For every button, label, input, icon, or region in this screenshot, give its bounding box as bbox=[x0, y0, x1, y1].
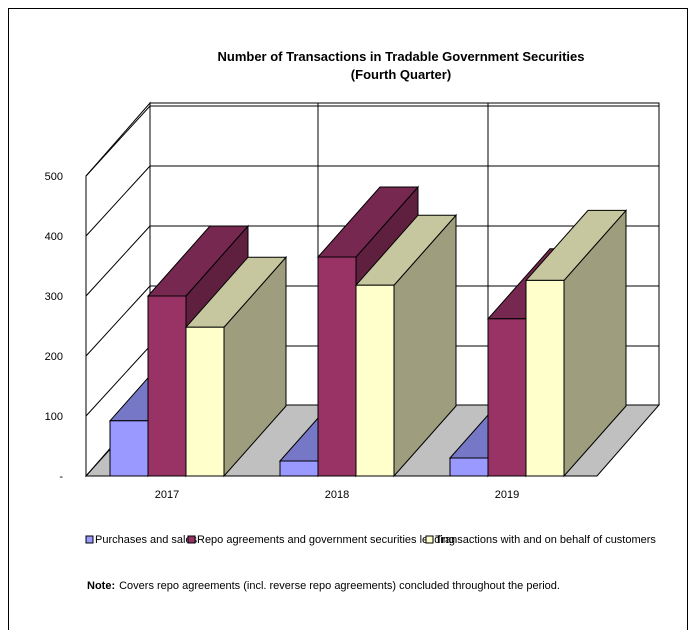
y-tick-label: 300 bbox=[45, 291, 63, 303]
legend-label: Repo agreements and government securitie… bbox=[197, 534, 455, 546]
chart-bars bbox=[108, 185, 628, 478]
bar-front bbox=[185, 326, 225, 477]
bar-front bbox=[487, 318, 527, 477]
bar-front bbox=[355, 284, 395, 477]
bar-front bbox=[147, 295, 187, 477]
y-tick-label: 500 bbox=[45, 171, 63, 183]
gridline-side bbox=[85, 105, 151, 177]
gridline-side bbox=[85, 345, 151, 417]
chart-frame bbox=[8, 8, 688, 630]
note-text: Covers repo agreements (incl. reverse re… bbox=[119, 580, 560, 592]
legend-item: Purchases and sales bbox=[85, 534, 198, 546]
bar-front bbox=[279, 460, 319, 477]
chart-axes bbox=[85, 176, 597, 477]
bar-3-2017 bbox=[184, 255, 288, 478]
legend-label: Transactions with and on behalf of custo… bbox=[435, 534, 656, 546]
bar-3-2019 bbox=[524, 209, 628, 478]
chart-title: Number of Transactions in Tradable Gover… bbox=[218, 49, 585, 64]
chart-legend: Purchases and sales Repo agreements and g… bbox=[85, 534, 656, 546]
gridline-side bbox=[85, 225, 151, 297]
bar-front bbox=[109, 420, 149, 477]
x-tick-label: 2019 bbox=[495, 489, 519, 501]
legend-swatch bbox=[187, 535, 196, 544]
x-tick-label: 2017 bbox=[155, 489, 179, 501]
y-axis-tick-labels: - 100 200 300 400 500 bbox=[45, 171, 64, 483]
bar-front bbox=[525, 279, 565, 477]
bar-front bbox=[449, 457, 489, 477]
bar-front bbox=[317, 256, 357, 477]
legend-item: Transactions with and on behalf of custo… bbox=[425, 534, 656, 546]
y-tick-label: - bbox=[59, 471, 63, 483]
x-axis-tick-labels: 2017 2018 2019 bbox=[155, 489, 519, 501]
y-tick-label: 400 bbox=[45, 231, 63, 243]
legend-label: Purchases and sales bbox=[95, 534, 198, 546]
chart-subtitle: (Fourth Quarter) bbox=[351, 67, 451, 82]
legend-item: Repo agreements and government securitie… bbox=[187, 534, 455, 546]
gridline-side bbox=[85, 285, 151, 357]
bar-3-2018 bbox=[354, 213, 458, 478]
chart-note: Note: Covers repo agreements (incl. rever… bbox=[87, 580, 560, 592]
legend-swatch bbox=[425, 535, 434, 544]
note-label: Note: bbox=[87, 580, 115, 592]
y-tick-label: 200 bbox=[45, 351, 63, 363]
x-tick-label: 2018 bbox=[325, 489, 349, 501]
y-tick-label: 100 bbox=[45, 411, 63, 423]
gridline-side bbox=[85, 165, 151, 237]
legend-swatch bbox=[85, 535, 94, 544]
